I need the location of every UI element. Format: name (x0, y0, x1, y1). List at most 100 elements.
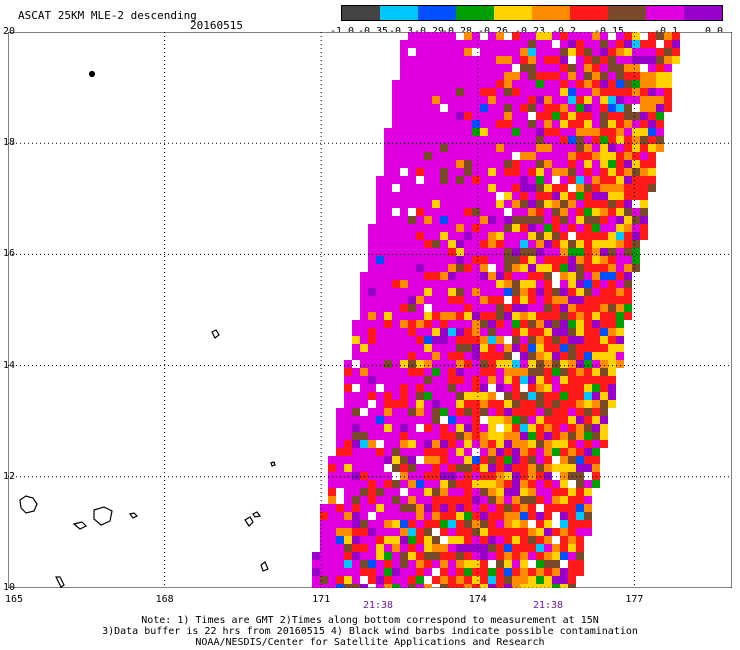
swath-cell (576, 176, 584, 184)
swath-cell (432, 200, 440, 208)
swath-cell (488, 232, 496, 240)
swath-cell (576, 256, 584, 264)
swath-cell (616, 344, 624, 352)
swath-cell (448, 376, 456, 384)
swath-cell (528, 128, 536, 136)
swath-cell (504, 400, 512, 408)
swath-cell (472, 312, 480, 320)
swath-cell (360, 416, 368, 424)
swath-cell (456, 88, 464, 96)
swath-cell (352, 352, 360, 360)
swath-cell (584, 368, 592, 376)
swath-cell (576, 360, 584, 368)
swath-cell (512, 536, 520, 544)
swath-cell (384, 128, 392, 136)
swath-cell (624, 136, 632, 144)
swath-cell (568, 400, 576, 408)
swath-cell (600, 288, 608, 296)
swath-cell (408, 152, 416, 160)
swath-cell (448, 536, 456, 544)
swath-cell (520, 272, 528, 280)
swath-cell (560, 176, 568, 184)
swath-cell (504, 240, 512, 248)
swath-cell (384, 560, 392, 568)
swath-cell (536, 424, 544, 432)
swath-cell (392, 192, 400, 200)
swath-cell (552, 584, 560, 588)
swath-cell (424, 328, 432, 336)
swath-cell (544, 504, 552, 512)
swath-cell (480, 552, 488, 560)
swath-cell (520, 80, 528, 88)
swath-cell (416, 416, 424, 424)
swath-cell (600, 336, 608, 344)
swath-cell (456, 480, 464, 488)
swath-cell (344, 552, 352, 560)
swath-cell (536, 256, 544, 264)
swath-cell (464, 376, 472, 384)
swath-cell (472, 512, 480, 520)
swath-cell (592, 224, 600, 232)
swath-cell (424, 496, 432, 504)
swath-cell (408, 408, 416, 416)
swath-cell (520, 456, 528, 464)
swath-cell (408, 320, 416, 328)
swath-cell (480, 576, 488, 584)
swath-cell (416, 576, 424, 584)
swath-cell (536, 528, 544, 536)
swath-cell (608, 80, 616, 88)
swath-cell (504, 128, 512, 136)
swath-cell (504, 376, 512, 384)
swath-cell (568, 264, 576, 272)
swath-cell (336, 528, 344, 536)
swath-cell (624, 80, 632, 88)
swath-cell (592, 472, 600, 480)
swath-cell (368, 352, 376, 360)
swath-cell (368, 256, 376, 264)
swath-cell (544, 40, 552, 48)
swath-cell (520, 40, 528, 48)
island-outline (270, 461, 276, 467)
swath-cell (576, 216, 584, 224)
swath-cell (560, 144, 568, 152)
swath-cell (448, 432, 456, 440)
swath-cell (480, 480, 488, 488)
swath-cell (368, 304, 376, 312)
swath-cell (424, 248, 432, 256)
swath-cell (512, 272, 520, 280)
swath-cell (584, 32, 592, 40)
swath-cell (488, 64, 496, 72)
swath-cell (456, 192, 464, 200)
swath-cell (520, 144, 528, 152)
note-line-3: NOAA/NESDIS/Center for Satellite Applica… (195, 637, 545, 648)
swath-cell (536, 232, 544, 240)
swath-cell (464, 272, 472, 280)
swath-cell (536, 264, 544, 272)
swath-cell (600, 232, 608, 240)
swath-cell (440, 192, 448, 200)
swath-cell (432, 48, 440, 56)
swath-cell (328, 480, 336, 488)
swath-cell (544, 72, 552, 80)
swath-cell (472, 280, 480, 288)
swath-cell (472, 304, 480, 312)
swath-cell (544, 160, 552, 168)
swath-cell (424, 432, 432, 440)
swath-cell (520, 544, 528, 552)
swath-cell (448, 344, 456, 352)
swath-cell (416, 104, 424, 112)
swath-cell (448, 360, 456, 368)
swath-cell (560, 416, 568, 424)
swath-cell (664, 88, 672, 96)
swath-cell (520, 296, 528, 304)
swath-cell (600, 320, 608, 328)
swath-cell (560, 480, 568, 488)
swath-cell (536, 488, 544, 496)
swath-cell (344, 472, 352, 480)
swath-cell (352, 504, 360, 512)
swath-cell (360, 400, 368, 408)
swath-cell (448, 408, 456, 416)
swath-cell (552, 328, 560, 336)
swath-cell (408, 496, 416, 504)
swath-cell (584, 400, 592, 408)
